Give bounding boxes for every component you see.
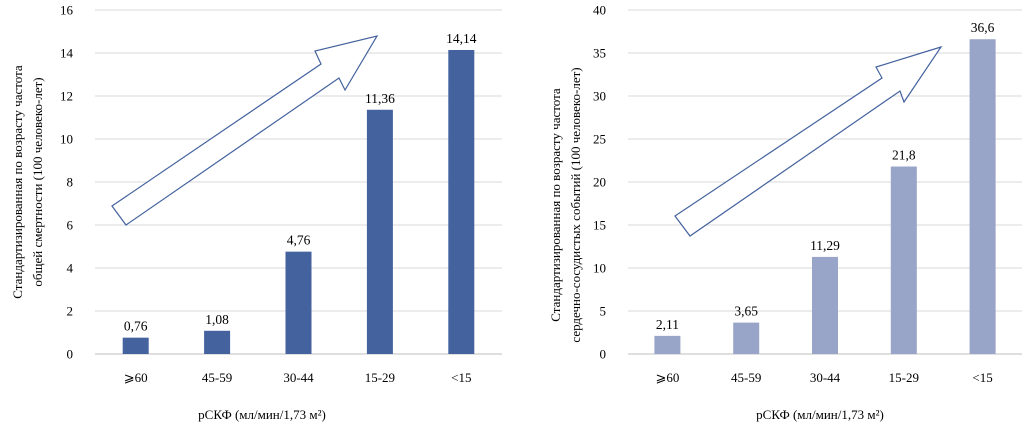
x-tick-label: ⩾60	[124, 370, 148, 385]
chart-mortality: 0 2 4 6 8 10 12 14 16 0,76 ⩾60 1,08 45-59 4,76 30-44 11…	[10, 3, 502, 422]
x-tick-label: 45-59	[731, 370, 761, 385]
x-tick-label: 15-29	[889, 370, 919, 385]
x-tick-label: 45-59	[202, 370, 232, 385]
data-label: 2,11	[656, 317, 679, 332]
y-tick-label: 6	[67, 218, 74, 233]
trend-arrow	[111, 35, 379, 226]
bar	[733, 322, 760, 354]
y-tick-label: 4	[67, 261, 74, 276]
y-tick-label: 12	[60, 89, 73, 104]
y-tick-label: 25	[593, 132, 606, 147]
bar	[890, 166, 917, 354]
y-tick-label: 0	[600, 347, 607, 362]
bar	[812, 256, 838, 354]
bar	[654, 335, 681, 354]
y-tick-label: 16	[60, 3, 74, 18]
trend-arrow	[674, 45, 943, 237]
bar	[285, 251, 312, 354]
x-tick-label: <15	[972, 370, 992, 385]
y-axis-title: общей смертности (100 человеко-лет)	[30, 77, 45, 286]
x-axis-title: рСКФ (мл/мин/1,73 м²)	[198, 407, 326, 422]
data-label: 4,76	[287, 233, 311, 248]
x-tick-label: 15-29	[365, 370, 395, 385]
data-label: 14,14	[446, 31, 477, 46]
y-tick-label: 30	[593, 89, 606, 104]
bar	[366, 109, 393, 354]
y-tick-label: 10	[593, 261, 606, 276]
x-axis-title: рСКФ (мл/мин/1,73 м²)	[756, 407, 884, 422]
x-tick-label: 30-44	[810, 370, 841, 385]
y-axis-title: сердечно-сосудистых событий (100 человек…	[568, 67, 583, 342]
y-tick-label: 0	[67, 347, 74, 362]
y-tick-label: 2	[67, 304, 74, 319]
data-label: 1,08	[205, 312, 229, 327]
data-label: 11,29	[810, 238, 840, 253]
data-label: 3,65	[734, 304, 758, 319]
chart-cardiovascular-events: 0 5 10 15 20 25 30 35 40 2,11 ⩾60 3,65 45-59 11,29 30-…	[548, 3, 1022, 422]
data-label: 11,36	[365, 91, 395, 106]
y-tick-label: 8	[67, 175, 74, 190]
bar	[122, 337, 149, 354]
y-tick-label: 10	[60, 132, 73, 147]
y-tick-label: 35	[593, 46, 606, 61]
y-axis-title: Стандартизированная по возрасту частота	[10, 65, 25, 299]
x-tick-label: 30-44	[283, 370, 314, 385]
bar	[204, 330, 231, 354]
x-tick-label: <15	[451, 370, 471, 385]
x-tick-label: ⩾60	[655, 370, 679, 385]
bar	[448, 49, 475, 355]
y-tick-label: 40	[593, 3, 606, 18]
bar	[969, 39, 996, 355]
data-label: 36,6	[971, 20, 995, 35]
y-tick-label: 14	[60, 46, 74, 61]
data-label: 21,8	[892, 148, 916, 163]
y-tick-label: 15	[593, 218, 606, 233]
y-tick-label: 20	[593, 175, 606, 190]
y-tick-label: 5	[600, 304, 607, 319]
y-axis-title: Стандартизированная по возрасту частота	[548, 88, 563, 322]
data-label: 0,76	[124, 319, 148, 334]
